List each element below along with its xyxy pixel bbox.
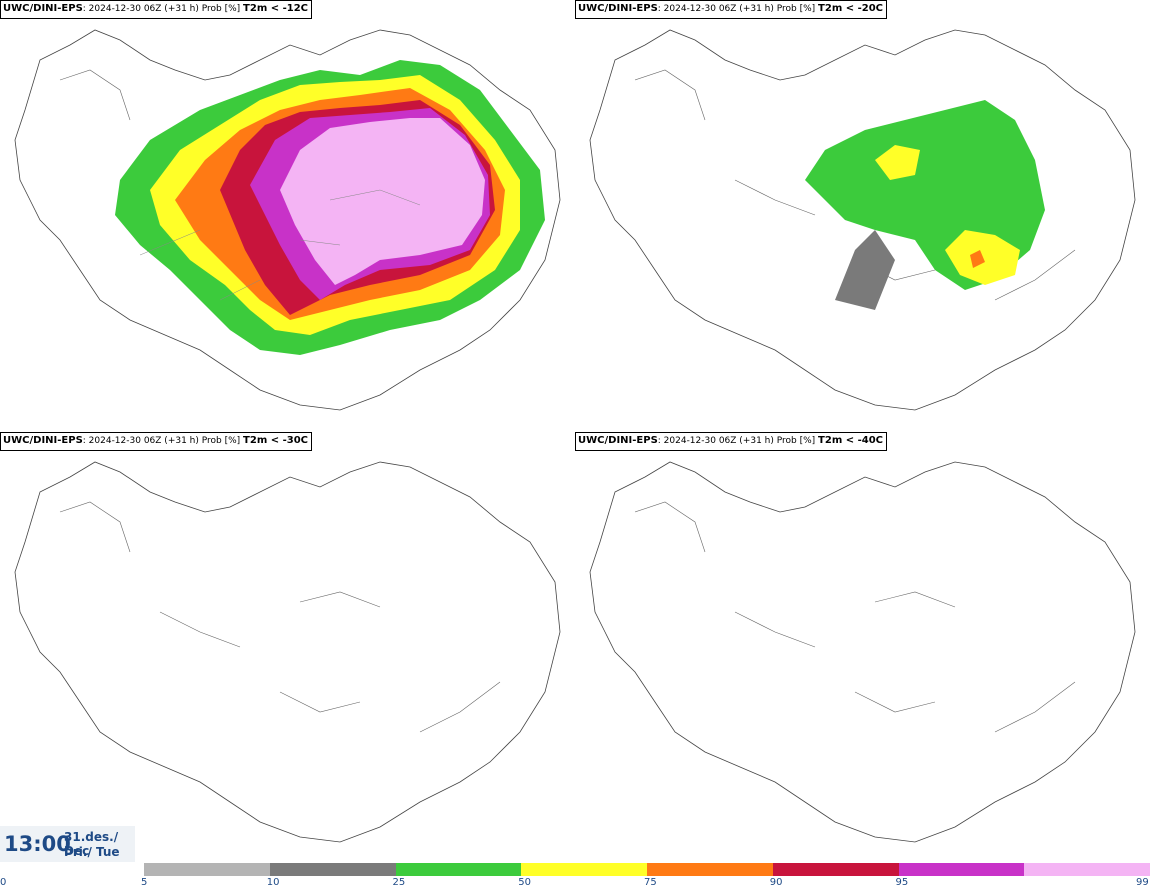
iceland-map-minus-20 (589, 29, 1136, 411)
iceland-outline (589, 461, 1136, 843)
colorbar-segment (269, 863, 396, 876)
iceland-map-minus-12 (14, 29, 561, 411)
prob-area-yellow-2 (875, 145, 920, 180)
valid-time: 13:00 (4, 832, 71, 856)
colorbar-tick-label: 99 (1136, 877, 1149, 888)
run-meta: : 2024-12-30 06Z (+31 h) Prob [%] (82, 436, 241, 446)
valid-day: Þri./ Tue (64, 845, 120, 859)
map-panel-t2m-minus-40: UWC/DINI-EPS: 2024-12-30 06Z (+31 h) Pro… (575, 432, 1150, 864)
model-name: UWC/DINI-EPS (578, 435, 658, 446)
model-name: UWC/DINI-EPS (3, 3, 83, 14)
prob-area-orange (970, 250, 985, 268)
colorbar-tick-label: 5 (141, 877, 148, 888)
iceland-map-minus-30 (14, 461, 561, 843)
map-panel-t2m-minus-30: UWC/DINI-EPS: 2024-12-30 06Z (+31 h) Pro… (0, 432, 575, 864)
map-panel-t2m-minus-12: UWC/DINI-EPS: 2024-12-30 06Z (+31 h) Pro… (0, 0, 575, 432)
probability-colorbar (144, 863, 1150, 876)
colorbar-tick-label: 95 (895, 877, 909, 888)
run-meta: : 2024-12-30 06Z (+31 h) Prob [%] (657, 4, 816, 14)
variable-label: T2m < -40C (818, 435, 883, 446)
panel-header: UWC/DINI-EPS: 2024-12-30 06Z (+31 h) Pro… (0, 432, 312, 451)
colorbar-segment (898, 863, 1025, 876)
colorbar-segment (395, 863, 522, 876)
colorbar-tick-label: 25 (392, 877, 406, 888)
colorbar-tick-label: 10 (266, 877, 280, 888)
prob-area-pink (280, 118, 485, 285)
colorbar-tick-label: 50 (518, 877, 531, 888)
panel-header: UWC/DINI-EPS: 2024-12-30 06Z (+31 h) Pro… (575, 0, 887, 19)
iceland-outline (14, 461, 561, 843)
variable-label: T2m < -12C (243, 3, 308, 14)
run-meta: : 2024-12-30 06Z (+31 h) Prob [%] (657, 436, 816, 446)
iceland-map-minus-40 (589, 461, 1136, 843)
panel-header: UWC/DINI-EPS: 2024-12-30 06Z (+31 h) Pro… (0, 0, 312, 19)
valid-date: 31.des./ Dec (64, 830, 119, 858)
variable-label: T2m < -20C (818, 3, 883, 14)
iceland-coast-inner (634, 501, 1076, 733)
colorbar-segment (521, 863, 647, 876)
prob-area-gray (835, 230, 895, 310)
colorbar-segment (772, 863, 899, 876)
run-meta: : 2024-12-30 06Z (+31 h) Prob [%] (82, 4, 241, 14)
iceland-coast-inner (59, 501, 501, 733)
model-name: UWC/DINI-EPS (578, 3, 658, 14)
colorbar-tick-label: 0 (0, 877, 7, 888)
colorbar-segment (1024, 863, 1150, 876)
colorbar-tick-label: 75 (644, 877, 657, 888)
map-panel-t2m-minus-20: UWC/DINI-EPS: 2024-12-30 06Z (+31 h) Pro… (575, 0, 1150, 432)
grid-lines (139, 189, 421, 301)
panel-header: UWC/DINI-EPS: 2024-12-30 06Z (+31 h) Pro… (575, 432, 887, 451)
iceland-outline (14, 29, 561, 411)
valid-time-box: 13:00 31.des./ Dec Þri./ Tue (0, 826, 135, 862)
iceland-outline (589, 29, 1136, 411)
colorbar-segment (144, 863, 270, 876)
model-name: UWC/DINI-EPS (3, 435, 83, 446)
colorbar-segment (647, 863, 773, 876)
colorbar-tick-label: 90 (769, 877, 783, 888)
variable-label: T2m < -30C (243, 435, 308, 446)
